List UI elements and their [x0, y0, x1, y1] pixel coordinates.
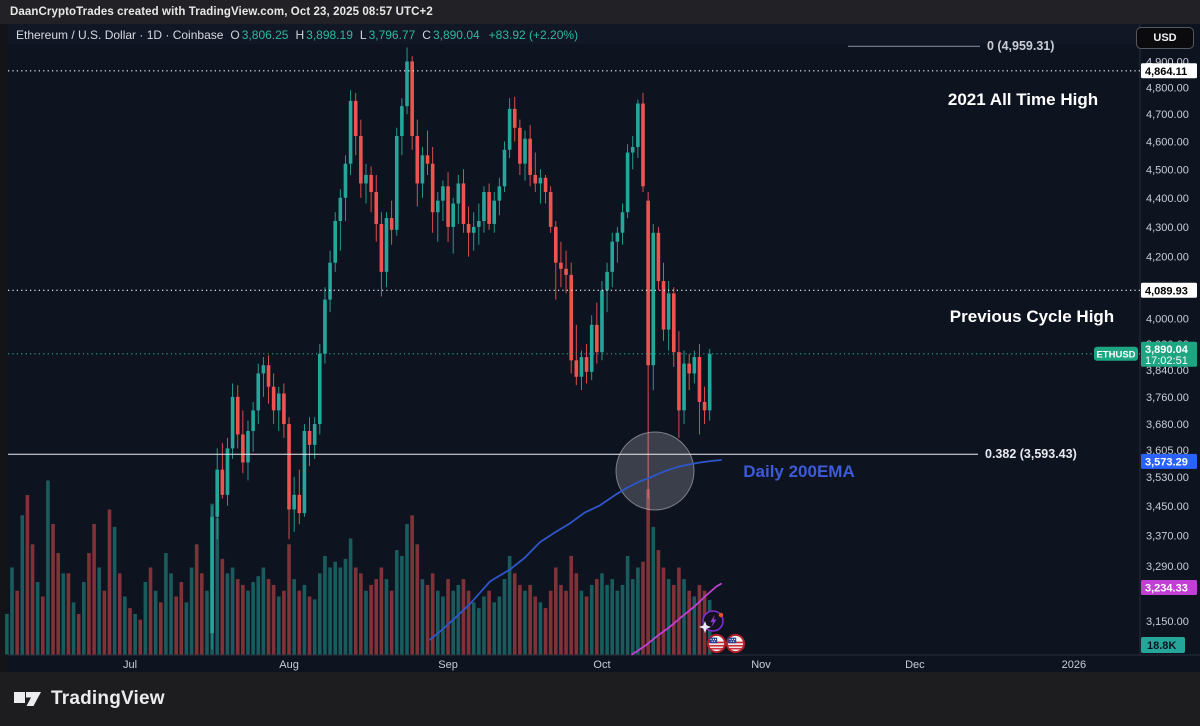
- circle-highlight-annotation: [615, 431, 695, 511]
- currency-toggle-button[interactable]: USD: [1136, 27, 1194, 49]
- attribution-text: DaanCryptoTrades created with TradingVie…: [10, 6, 433, 18]
- time-tick-label: Aug: [279, 659, 299, 671]
- time-tick-label: Oct: [593, 659, 610, 671]
- chart-text-annotation: Previous Cycle High: [950, 307, 1114, 326]
- ohlc-high: H 3,898.19: [295, 28, 353, 42]
- price-tick-label: 3,290.00: [1146, 561, 1189, 573]
- price-tick-label: 3,370.00: [1146, 531, 1189, 543]
- volume-layer: [5, 480, 712, 655]
- price-axis-tag-value: 3,890.04: [1145, 344, 1189, 356]
- price-axis-tag: [1141, 282, 1197, 298]
- us-flag-event-icon[interactable]: [725, 633, 746, 654]
- indicator-line: [429, 459, 722, 641]
- tradingview-logo: TradingView: [0, 688, 165, 710]
- chart-background: [8, 24, 1200, 672]
- bar-countdown: 17:02:51: [1145, 355, 1188, 367]
- spark-event-icon[interactable]: [699, 609, 725, 635]
- bottombar: TradingView: [0, 672, 1200, 726]
- price-tick-label: 3,150.00: [1146, 616, 1189, 628]
- us-flag-event-icon[interactable]: [706, 633, 727, 654]
- price-axis-tag: [1141, 341, 1197, 367]
- topbar: DaanCryptoTrades created with TradingVie…: [0, 0, 1200, 24]
- chart-area: 0 (4,959.31) 0.382 (3,593.43) 2021 All Tim…: [0, 24, 1200, 672]
- price-tick-label: 4,300.00: [1146, 222, 1189, 234]
- symbol-legend[interactable]: Ethereum / U.S. Dollar · 1D · Coinbase O…: [16, 28, 578, 42]
- price-tick-label: 4,400.00: [1146, 193, 1189, 205]
- indicator-line: [631, 582, 722, 656]
- time-axis[interactable]: Jul Aug Sep Oct Nov Dec 2026: [123, 659, 1086, 671]
- time-tick-label: Jul: [123, 659, 137, 671]
- time-tick-label: Nov: [751, 659, 771, 671]
- price-axis-tag: [1141, 63, 1197, 79]
- chart-text-annotation: Daily 200EMA: [743, 462, 855, 481]
- fib-retracement-layer: 0 (4,959.31) 0.382 (3,593.43): [8, 39, 1077, 461]
- price-tick-label: 3,760.00: [1146, 392, 1189, 404]
- chart-text-annotation: 2021 All Time High: [948, 90, 1098, 109]
- time-tick-label: Dec: [905, 659, 925, 671]
- ohlc-open: O 3,806.25: [230, 28, 289, 42]
- price-chart[interactable]: 0 (4,959.31)0.382 (3,593.43)2021 All Tim…: [0, 24, 1200, 672]
- price-tick-label: 4,200.00: [1146, 252, 1189, 264]
- text-annotations-layer: 2021 All Time High Previous Cycle High Dai…: [743, 90, 1114, 481]
- time-tick-label: 2026: [1062, 659, 1086, 671]
- price-tick-label: 4,600.00: [1146, 136, 1189, 148]
- price-axis-tag-value: 3,234.33: [1145, 583, 1188, 595]
- price-axis-tag: [1141, 453, 1197, 469]
- ohlc-low: L 3,796.77: [359, 28, 416, 42]
- price-tick-label: 4,000.00: [1146, 313, 1189, 325]
- price-tick-label: 3,530.00: [1146, 472, 1189, 484]
- volume-axis-value: 18.8K: [1147, 640, 1176, 652]
- price-tick-label: 4,500.00: [1146, 164, 1189, 176]
- price-change: +83.92 (+2.20%): [488, 28, 579, 42]
- tradingview-logo-glyph: [14, 692, 41, 706]
- candles-layer: [210, 47, 712, 650]
- tradingview-wordmark: TradingView: [51, 688, 165, 709]
- symbol-price-tag-text: ETHUSD: [1096, 349, 1135, 360]
- time-tick-label: Sep: [438, 659, 458, 671]
- price-tick-label: 3,680.00: [1146, 419, 1189, 431]
- volume-axis-tag: [1141, 637, 1185, 653]
- price-axis-tag-value: 3,573.29: [1145, 456, 1188, 468]
- price-axis-tag-value: 4,864.11: [1145, 66, 1187, 78]
- price-axis-tag: [1141, 580, 1197, 596]
- fib-level-label: 0.382 (3,593.43): [985, 447, 1077, 461]
- fib-level-label: 0 (4,959.31): [987, 39, 1054, 53]
- price-tick-label: 3,450.00: [1146, 501, 1189, 513]
- price-axis[interactable]: 4,900.004,800.004,700.004,600.004,500.00…: [1094, 56, 1197, 653]
- symbol-price-tag: [1094, 346, 1138, 361]
- price-tick-label: 3,840.00: [1146, 365, 1189, 377]
- indicator-lines-layer: [429, 459, 722, 656]
- price-axis-tag-value: 4,089.93: [1145, 285, 1188, 297]
- price-tick-label: 4,700.00: [1146, 109, 1189, 121]
- ohlc-close: C 3,890.04: [422, 28, 480, 42]
- symbol-title: Ethereum / U.S. Dollar · 1D · Coinbase: [16, 28, 224, 42]
- price-tick-label: 4,800.00: [1146, 83, 1189, 95]
